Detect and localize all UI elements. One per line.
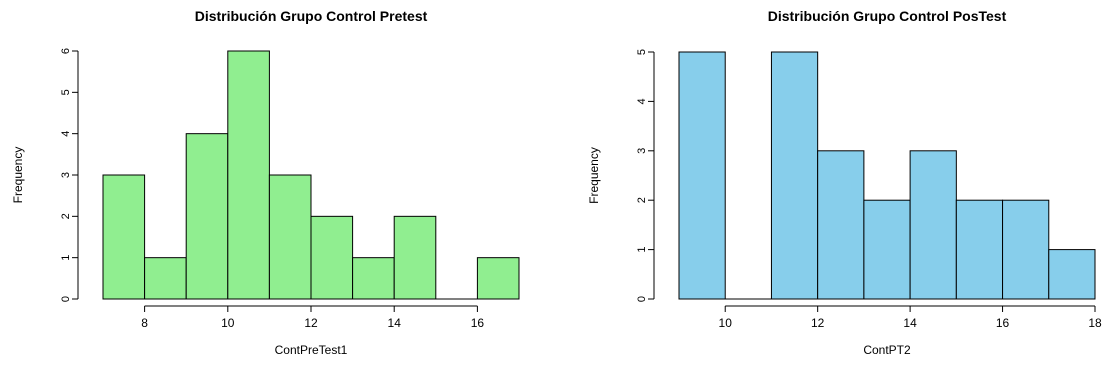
histogram-bar [909,150,957,300]
histogram-bar [770,51,819,300]
y-tick-label: 0 [636,296,648,302]
histogram-bar [144,257,187,300]
x-axis-label: ContPreTest1 [275,343,348,357]
x-tick-label: 14 [903,316,917,330]
histogram-bar [102,174,146,300]
histogram-bar [352,257,395,300]
histogram-bar [393,215,437,300]
histogram-pretest: Distribución Grupo Control Pretest ContP… [11,8,520,357]
histogram-bar [227,50,270,300]
histogram-bar [1048,249,1096,300]
y-tick-label: 2 [636,197,648,203]
y-axis-label: Frequency [11,147,25,204]
y-tick-label: 1 [636,247,648,253]
y-tick-label: 1 [60,255,72,261]
histogram-bar [863,199,911,300]
y-tick-label: 4 [636,98,648,104]
x-tick-label: 10 [719,316,733,330]
y-tick-label: 6 [60,48,72,54]
x-tick-label: 18 [1088,316,1102,330]
histogram-bar [310,215,354,300]
x-tick-label: 10 [221,316,235,330]
x-tick-label: 16 [996,316,1010,330]
y-tick-label: 2 [60,213,72,219]
y-tick-label: 3 [60,172,72,178]
histogram-bar [476,257,520,300]
histogram-bar [1002,199,1050,300]
y-tick-label: 5 [636,49,648,55]
y-tick-label: 3 [636,148,648,154]
histogram-bar [678,51,726,300]
chart-title: Distribución Grupo Control Pretest [195,8,428,24]
x-tick-label: 12 [811,316,825,330]
x-axis-label: ContPT2 [863,343,911,357]
histogram-postest: Distribución Grupo Control PosTest ContP… [587,8,1102,357]
x-tick-label: 16 [471,316,485,330]
chart-title: Distribución Grupo Control PosTest [768,8,1007,24]
histogram-bar [185,133,229,300]
y-tick-label: 0 [60,296,72,302]
x-tick-label: 14 [388,316,402,330]
x-tick-label: 8 [141,316,148,330]
y-tick-label: 4 [60,131,72,137]
y-tick-label: 5 [60,89,72,95]
histogram-bar [817,150,865,300]
y-axis-label: Frequency [587,147,601,204]
histogram-bar [268,174,312,300]
x-tick-label: 12 [304,316,318,330]
histogram-bar [955,199,1004,300]
